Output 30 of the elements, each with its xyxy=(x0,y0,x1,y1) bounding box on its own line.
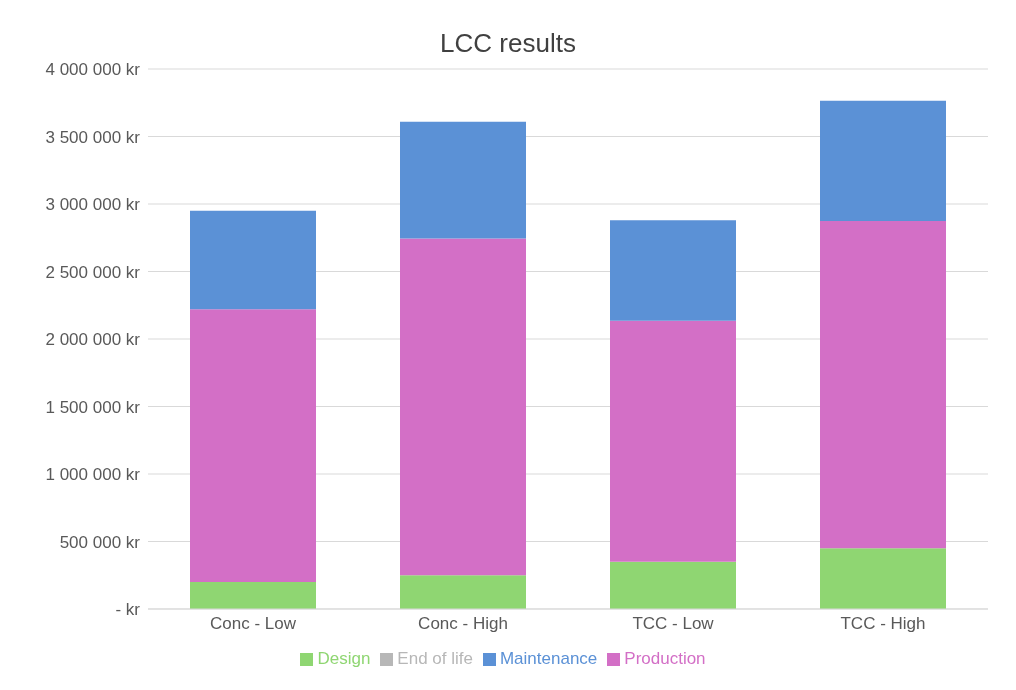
bar xyxy=(190,582,316,609)
bar xyxy=(400,575,526,609)
y-tick-label: 3 000 000 kr xyxy=(45,195,141,215)
bar xyxy=(610,220,736,321)
y-tick-label: 2 500 000 kr xyxy=(45,262,141,282)
y-tick-label: 3 500 000 kr xyxy=(45,127,141,147)
bar xyxy=(610,561,736,609)
x-tick-label: TCC - Low xyxy=(632,614,715,634)
bar xyxy=(190,210,316,310)
y-tick-label: - kr xyxy=(115,600,141,620)
legend-label: Design xyxy=(317,649,371,668)
y-tick-label: 1 500 000 kr xyxy=(45,397,141,417)
x-tick-label: Conc - High xyxy=(418,614,508,634)
legend-label: End of life xyxy=(397,649,473,668)
y-tick-label: 4 000 000 kr xyxy=(45,60,141,80)
legend-label: Production xyxy=(624,649,706,668)
y-tick-label: 1 000 000 kr xyxy=(45,465,141,485)
bar xyxy=(400,121,526,239)
bar xyxy=(190,309,316,582)
bar xyxy=(820,100,946,221)
x-tick-label: Conc - Low xyxy=(210,614,297,634)
bar xyxy=(400,238,526,576)
legend-label: Maintenance xyxy=(499,649,598,668)
y-tick-label: 500 000 kr xyxy=(59,532,141,552)
bar xyxy=(820,548,946,609)
y-tick-label: 2 000 000 kr xyxy=(45,330,141,350)
chart-title: LCC results xyxy=(439,27,577,59)
bar xyxy=(610,320,736,562)
bar xyxy=(820,220,946,549)
x-tick-label: TCC - High xyxy=(840,614,926,634)
